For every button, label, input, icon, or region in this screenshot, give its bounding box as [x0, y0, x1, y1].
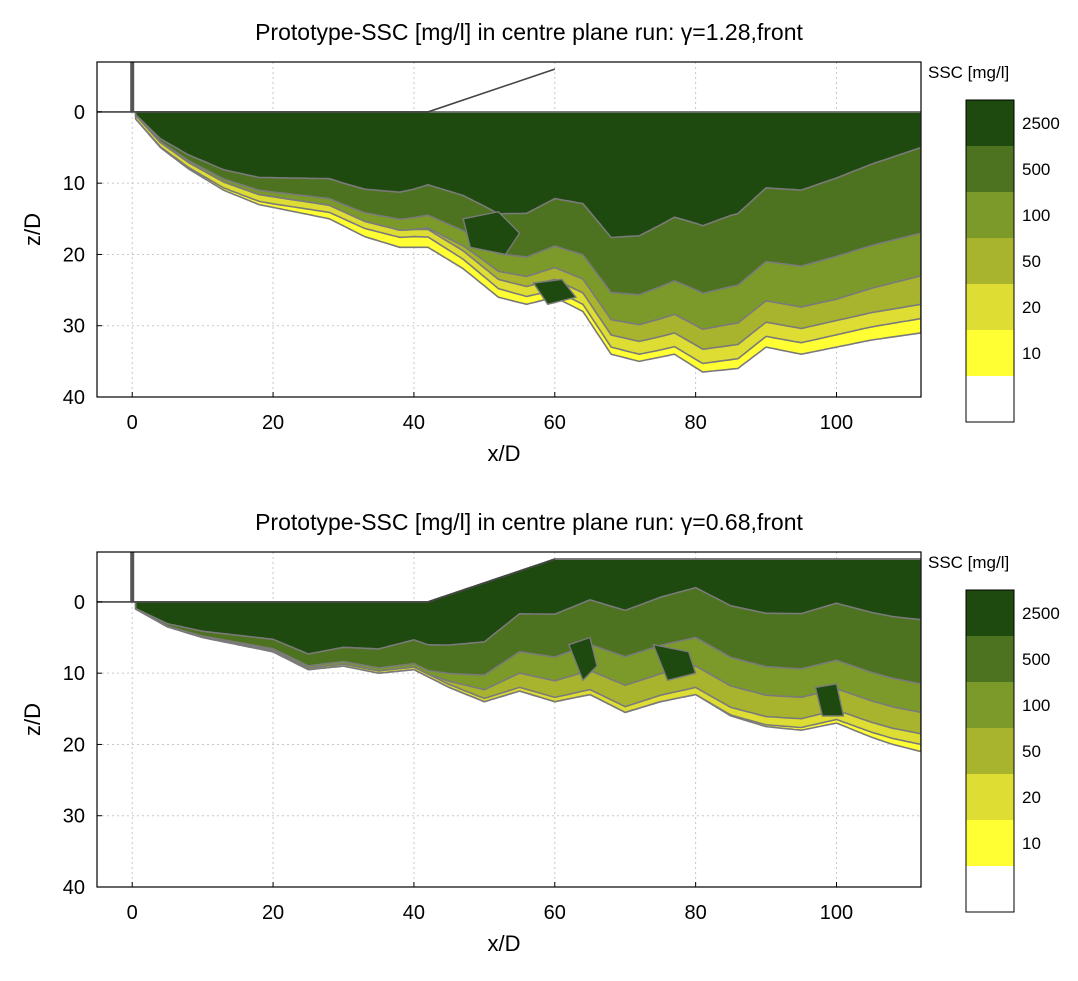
colorbar-swatch	[966, 376, 1014, 422]
colorbar-label: 100	[1022, 696, 1050, 715]
colorbar-swatch	[966, 100, 1014, 146]
x-tick-label: 60	[544, 902, 566, 924]
x-axis-label: x/D	[488, 441, 521, 466]
colorbar-label: 2500	[1022, 604, 1060, 623]
colorbar-title: SSC [mg/l]	[928, 63, 1009, 82]
y-tick-label: 10	[63, 663, 85, 685]
y-axis-label: z/D	[20, 213, 45, 246]
contour-chart-top: Prototype-SSC [mg/l] in centre plane run…	[20, 19, 1060, 466]
x-tick-label: 60	[544, 412, 566, 434]
x-tick-label: 100	[820, 412, 853, 434]
contour-patch	[532, 278, 578, 306]
surface-line	[97, 68, 556, 113]
y-tick-label: 30	[63, 316, 85, 338]
contour-field	[97, 62, 921, 373]
colorbar-swatch	[966, 284, 1014, 330]
y-tick-label: 20	[63, 734, 85, 756]
contour-patch	[814, 683, 845, 717]
colorbar-swatch	[966, 728, 1014, 774]
y-tick-label: 40	[63, 877, 85, 899]
colorbar	[965, 589, 1015, 913]
colorbar-label: 20	[1022, 788, 1041, 807]
colorbar-swatch	[966, 146, 1014, 192]
y-tick-label: 20	[63, 244, 85, 266]
colorbar-frame	[965, 99, 1015, 423]
colorbar-swatch	[966, 330, 1014, 376]
y-axis-label: z/D	[20, 703, 45, 736]
chart-panel-top: Prototype-SSC [mg/l] in centre plane run…	[0, 0, 1078, 490]
contour-chart-bottom: Prototype-SSC [mg/l] in centre plane run…	[20, 509, 1060, 956]
colorbar-label: 2500	[1022, 114, 1060, 133]
colorbar-label: 20	[1022, 298, 1041, 317]
chart-title: Prototype-SSC [mg/l] in centre plane run…	[255, 509, 803, 535]
colorbar-swatch	[966, 820, 1014, 866]
colorbar-swatch	[966, 866, 1014, 912]
y-tick-label: 0	[74, 592, 85, 614]
chart-panel-bottom: Prototype-SSC [mg/l] in centre plane run…	[0, 490, 1078, 980]
colorbar-swatch	[966, 636, 1014, 682]
surface-line	[97, 558, 556, 603]
colorbar-title: SSC [mg/l]	[928, 553, 1009, 572]
y-tick-label: 40	[63, 387, 85, 409]
colorbar-label: 10	[1022, 344, 1041, 363]
x-axis-label: x/D	[488, 931, 521, 956]
x-tick-label: 20	[262, 412, 284, 434]
colorbar-swatch	[966, 682, 1014, 728]
plot-frame	[96, 61, 922, 398]
x-tick-label: 80	[685, 902, 707, 924]
x-tick-label: 40	[403, 902, 425, 924]
plot-frame	[96, 551, 922, 888]
y-tick-label: 0	[74, 102, 85, 124]
colorbar-label: 500	[1022, 160, 1050, 179]
chart-title: Prototype-SSC [mg/l] in centre plane run…	[255, 19, 803, 45]
colorbar-label: 100	[1022, 206, 1050, 225]
colorbar-label: 500	[1022, 650, 1050, 669]
colorbar-frame	[965, 589, 1015, 913]
colorbar-swatch	[966, 774, 1014, 820]
contour-patch	[652, 643, 697, 682]
x-tick-label: 0	[127, 902, 138, 924]
colorbar-swatch	[966, 590, 1014, 636]
x-tick-label: 100	[820, 902, 853, 924]
contour-patch	[567, 636, 598, 682]
x-tick-label: 80	[685, 412, 707, 434]
y-tick-label: 30	[63, 806, 85, 828]
contour-field	[97, 552, 921, 753]
contour-patch	[462, 210, 521, 256]
y-tick-label: 10	[63, 173, 85, 195]
colorbar-label: 10	[1022, 834, 1041, 853]
x-tick-label: 40	[403, 412, 425, 434]
x-tick-label: 0	[127, 412, 138, 434]
x-tick-label: 20	[262, 902, 284, 924]
colorbar-label: 50	[1022, 252, 1041, 271]
colorbar-label: 50	[1022, 742, 1041, 761]
colorbar-swatch	[966, 192, 1014, 238]
colorbar-swatch	[966, 238, 1014, 284]
colorbar	[965, 99, 1015, 423]
